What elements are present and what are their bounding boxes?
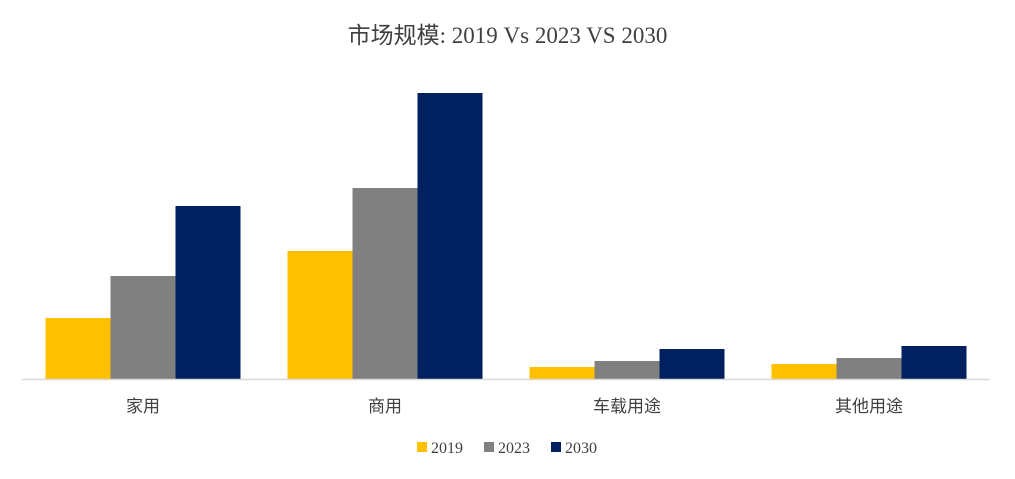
category-label: 其他用途 bbox=[835, 397, 903, 416]
category-label: 家用 bbox=[126, 397, 160, 416]
bar-2019-2 bbox=[529, 367, 595, 379]
bar-2019-3 bbox=[771, 364, 837, 379]
bar-2019-1 bbox=[287, 251, 353, 379]
legend-label: 2030 bbox=[565, 440, 597, 457]
category-label: 车载用途 bbox=[593, 397, 661, 416]
bar-2030-1 bbox=[417, 93, 483, 379]
bar-2023-0 bbox=[110, 276, 176, 379]
bar-2030-2 bbox=[659, 349, 725, 379]
bar-2030-3 bbox=[901, 346, 967, 379]
legend-label: 2019 bbox=[431, 440, 463, 457]
legend-swatch-2030 bbox=[551, 442, 561, 452]
category-label: 商用 bbox=[368, 397, 402, 416]
bar-2030-0 bbox=[175, 206, 241, 379]
chart-title: 市场规模: 2019 Vs 2023 VS 2030 bbox=[347, 23, 668, 48]
bar-2023-3 bbox=[836, 358, 902, 379]
legend-swatch-2023 bbox=[484, 442, 494, 452]
bar-2023-2 bbox=[594, 361, 660, 379]
legend-swatch-2019 bbox=[417, 442, 427, 452]
bar-2023-1 bbox=[352, 188, 418, 379]
bar-2019-0 bbox=[45, 318, 111, 379]
legend-label: 2023 bbox=[498, 440, 530, 457]
